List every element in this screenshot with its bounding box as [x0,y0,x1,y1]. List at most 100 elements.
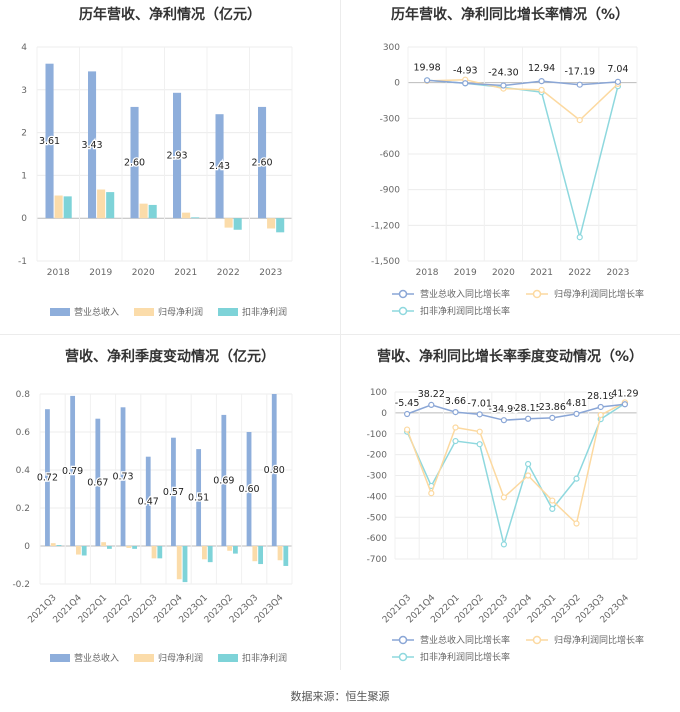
c4-series-line [406,401,626,525]
c3-bar-net-profit [176,546,182,580]
c4-series-point [549,497,556,504]
c2-x-tick-label: 2020 [492,268,515,278]
c2-y-tick-label: -300 [380,114,401,124]
c2-legend-marker [532,289,542,299]
c4-legend-label: 扣非净利润同比增长率 [420,651,510,663]
c3-bar-net-profit [101,542,107,546]
c1-x-tick-label: 2018 [47,268,70,278]
quarterly-growth-line-chart: 100 0 -100 -200 -300 -400 -500 -600 -700 -5.4538.… [367,387,644,663]
c3-bar-net-profit [202,546,207,560]
c4-y-tick-label: -500 [367,513,388,523]
c3-legend-label: 扣非净利润 [242,652,287,664]
c4-series-line [406,402,626,548]
c4-series-point [403,426,411,433]
chart2-title: 历年营收、净利同比增长率情况（%） [390,7,630,23]
c2-series-point [538,86,545,94]
c4-data-label: 28.15 [514,403,541,414]
c1-x-tick-label: 2019 [89,268,112,278]
c4-y-tick-label: -400 [367,492,388,502]
c4-series-point [476,411,483,418]
c1-bar-deducted-profit [276,218,285,233]
c4-series-point [573,475,580,482]
c4-series-line [406,403,625,421]
c4-series-point [476,428,483,435]
c3-legend-label: 营业总收入 [74,652,119,664]
c3-data-label: 0.72 [37,473,58,484]
c3-data-label: 0.73 [112,472,133,483]
c3-data-label: 0.67 [87,477,108,488]
c2-x-tick-label: 2022 [568,268,591,278]
c4-data-label: -34.99 [489,404,520,415]
c2-legend-label: 归母净利润同比增长率 [554,288,644,300]
c2-data-label: 7.04 [607,64,628,75]
c1-bar-net-profit [224,218,233,228]
c2-legend-marker [398,289,408,299]
c4-y-tick-label: -200 [367,451,388,461]
horizontal-divider [0,334,680,335]
c3-bar-revenue [246,432,252,546]
c3-bar-revenue [221,414,227,546]
c1-bar-net-profit [54,195,63,219]
c4-data-label: -7.01 [467,398,492,409]
c4-data-label: -5.45 [395,398,420,409]
c4-series-point [573,520,580,527]
c3-y-tick-label: 0.6 [16,428,31,438]
c3-bar-revenue [70,395,76,546]
c4-data-label: 23.86 [539,402,566,413]
c3-legend-swatch [218,654,238,662]
c1-data-label: 2.93 [166,150,187,161]
c2-y-tick-label: 0 [394,79,400,89]
c4-series-point [597,403,604,411]
c1-data-label: 2.60 [124,158,145,169]
c4-data-label: 28.19 [587,391,614,402]
c2-data-label: 19.98 [413,62,440,73]
c3-bar-net-profit [50,543,56,546]
c1-bar-net-profit [139,203,148,219]
c2-x-tick-label: 2023 [606,268,629,278]
c1-data-label: 3.61 [39,136,60,147]
c3-bar-revenue [145,456,151,546]
c3-legend-swatch [134,654,154,662]
c3-bar-net-profit [126,546,132,548]
c2-legend-label: 扣非净利润同比增长率 [420,305,510,317]
c4-y-tick-label: -600 [367,534,388,544]
c1-y-tick-label: 4 [21,43,27,53]
c4-legend-marker [398,635,408,645]
c1-bar-revenue [215,114,224,219]
c3-bar-net-profit [227,546,233,551]
c2-y-tick-label: -600 [380,150,401,160]
c3-data-label: 0.51 [188,493,209,504]
c4-series-point [428,490,435,497]
c3-bar-net-profit [76,546,81,555]
c3-bar-deducted-profit [182,546,188,583]
c3-data-label: 0.79 [62,466,83,477]
c1-bar-deducted-profit [106,192,115,219]
c3-bar-revenue [120,407,126,546]
c2-y-tick-label: 300 [383,43,400,53]
c1-bar-net-profit [267,218,276,229]
c4-series-point [525,460,532,468]
c3-bar-deducted-profit [157,546,163,559]
c3-bar-deducted-profit [207,546,213,563]
c3-bar-net-profit [277,546,283,561]
chart3-title: 营收、净利季度变动情况（亿元） [65,349,275,365]
c4-data-label: 3.66 [445,396,466,407]
c2-series-point [576,81,583,88]
c4-series-point [500,541,507,548]
c1-bar-revenue [45,63,54,219]
c1-bar-net-profit [97,189,106,219]
annual-revenue-profit-bar-chart: 4 3 2 1 0 -1 3.61 3.43 2.60 2.93 2.43 2.60 2018 2019 2… [18,43,293,318]
c1-bar-deducted-profit [148,204,157,219]
c3-legend-swatch [50,654,70,662]
c3-bar-revenue [271,394,277,546]
c2-y-tick-label: -1,500 [371,257,400,267]
c3-data-label: 0.47 [138,496,159,507]
c3-bar-revenue [95,418,101,546]
c1-bar-deducted-profit [191,217,200,219]
c2-data-label: -4.93 [453,65,478,76]
annual-growth-line-chart: 300 0 -300 -600 -900 -1,200 -1,500 19.98 -4.93 -2… [371,43,644,317]
c2-x-tick-label: 2019 [454,268,477,278]
c4-series-point [597,411,604,419]
c3-data-label: 0.57 [163,487,184,498]
c3-bar-deducted-profit [233,546,238,554]
